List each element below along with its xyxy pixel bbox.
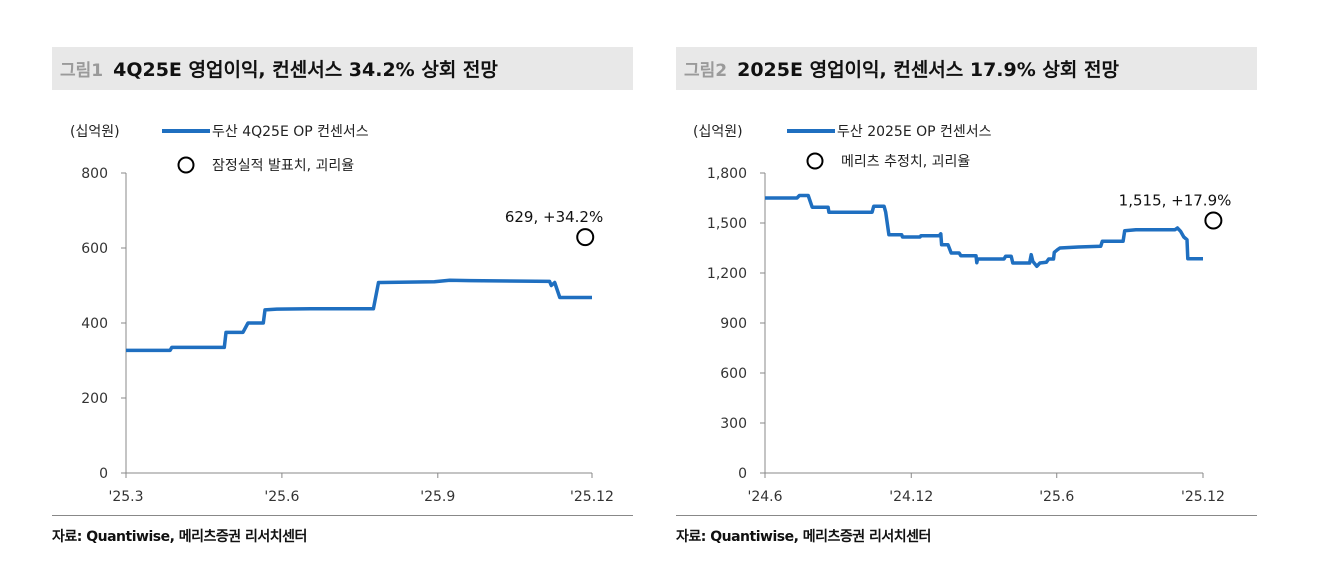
chart2-y-tick-label: 1,800: [707, 166, 747, 182]
chart1-legend-marker-label: 잠정실적 발표치, 괴리율: [212, 158, 354, 174]
figure2-header: 그림2 2025E 영업이익, 컨센서스 17.9% 상회 전망: [676, 47, 1257, 90]
chart1-legend-marker-swatch: [177, 156, 195, 174]
chart2-y-tick-label: 1,500: [707, 216, 747, 232]
chart1-x-tick-label: '25.6: [264, 489, 299, 505]
chart1-y-tick-label: 400: [81, 316, 108, 332]
chart2-unit-label: (십억원): [693, 124, 743, 140]
chart1-y-tick-label: 800: [81, 166, 108, 182]
chart1-x-tick-label: '25.9: [420, 489, 455, 505]
chart1-marker-label: 629, +34.2%: [505, 208, 603, 226]
figure1-footer-rule: [52, 515, 633, 516]
chart2-marker-point: [1204, 211, 1223, 230]
chart1-unit-label: (십억원): [70, 124, 120, 140]
chart2-x-tick-label: '25.6: [1039, 489, 1074, 505]
chart2-y-tick-label: 300: [720, 416, 747, 432]
figure2-source: 자료: Quantiwise, 메리츠증권 리서치센터: [676, 529, 931, 545]
chart2-legend-line-label: 두산 2025E OP 컨센서스: [837, 124, 992, 140]
figure1-label: 그림1: [60, 61, 104, 81]
chart1-y-tick-label: 200: [81, 391, 108, 407]
chart1-y-tick-label: 600: [81, 241, 108, 257]
chart2-y-tick-label: 0: [738, 466, 747, 482]
chart1-series-line: [126, 278, 592, 353]
figure1-source: 자료: Quantiwise, 메리츠증권 리서치센터: [52, 529, 307, 545]
figure1-header: 그림1 4Q25E 영업이익, 컨센서스 34.2% 상회 전망: [52, 47, 633, 90]
chart2-y-tick-label: 900: [720, 316, 747, 332]
chart2-y-tick-label: 1,200: [707, 266, 747, 282]
figure2-footer-rule: [676, 515, 1257, 516]
chart2-y-tick-label: 600: [720, 366, 747, 382]
chart1-legend-line-label: 두산 4Q25E OP 컨센서스: [212, 124, 369, 140]
figure2-title: 2025E 영업이익, 컨센서스 17.9% 상회 전망: [737, 59, 1119, 81]
figure1-title: 4Q25E 영업이익, 컨센서스 34.2% 상회 전망: [113, 59, 498, 81]
chart1-x-tick-label: '25.12: [570, 489, 614, 505]
chart1-marker-point: [576, 228, 595, 247]
chart2-marker-label: 1,515, +17.9%: [1119, 192, 1232, 210]
figure2-label: 그림2: [684, 61, 728, 81]
chart2-x-tick-label: '25.12: [1181, 489, 1225, 505]
chart2-legend-marker-swatch: [806, 152, 824, 170]
chart2-x-tick-label: '24.12: [889, 489, 933, 505]
chart2-x-tick-label: '24.6: [747, 489, 782, 505]
chart1-x-tick-label: '25.3: [108, 489, 143, 505]
chart1-y-tick-label: 0: [99, 466, 108, 482]
chart2-legend-marker-label: 메리츠 추정치, 괴리율: [841, 154, 970, 170]
chart2-series-line: [765, 193, 1203, 269]
